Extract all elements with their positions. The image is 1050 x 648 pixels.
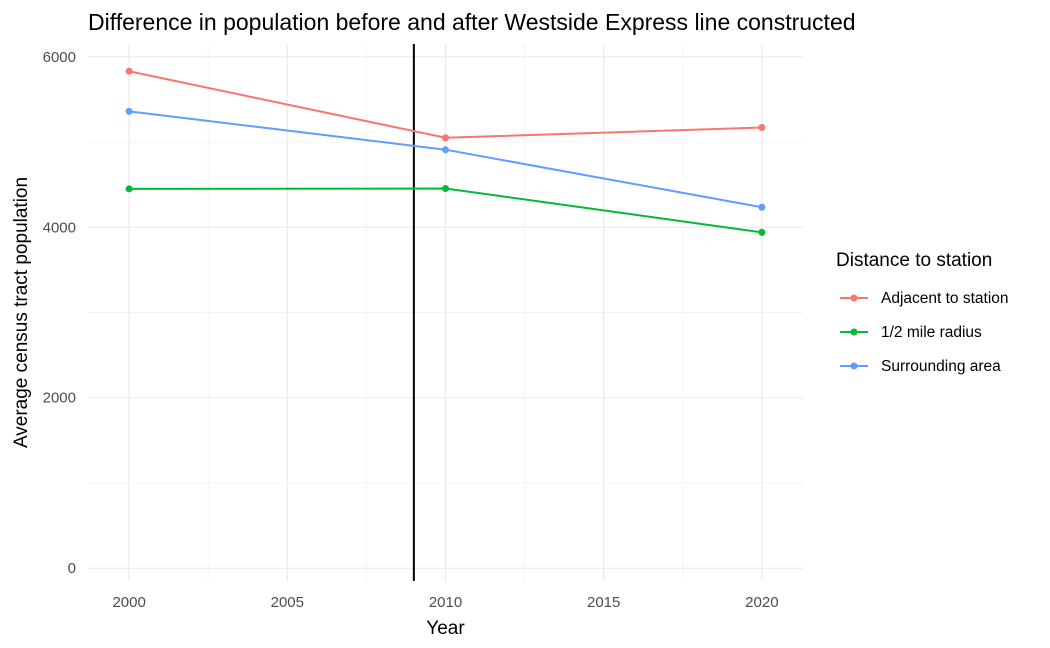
data-point bbox=[442, 146, 449, 154]
legend-key-point bbox=[850, 362, 858, 370]
y-tick-label: 0 bbox=[68, 560, 76, 577]
data-point bbox=[758, 203, 766, 211]
data-point bbox=[442, 134, 449, 142]
x-axis-title: Year bbox=[426, 618, 465, 639]
y-tick-label: 2000 bbox=[43, 390, 76, 407]
legend-key-point bbox=[850, 328, 858, 336]
x-tick-label: 2020 bbox=[745, 594, 778, 611]
data-point bbox=[758, 228, 766, 236]
series-lines bbox=[125, 67, 766, 236]
legend-title: Distance to station bbox=[836, 250, 992, 271]
data-point bbox=[125, 67, 133, 75]
tick-labels: 0 2000 4000 6000 2000 2005 2010 2015 2020 bbox=[43, 49, 779, 611]
chart-title: Difference in population before and afte… bbox=[88, 9, 856, 35]
grid bbox=[88, 44, 803, 581]
x-tick-label: 2010 bbox=[429, 594, 462, 611]
legend-label: Surrounding area bbox=[881, 358, 1001, 375]
data-point bbox=[125, 107, 133, 115]
data-point bbox=[125, 185, 133, 193]
data-point bbox=[758, 124, 766, 132]
x-tick-label: 2005 bbox=[271, 594, 304, 611]
legend-key-point bbox=[850, 294, 858, 302]
y-axis-title: Average census tract population bbox=[11, 177, 32, 448]
legend: Distance to station Adjacent to station 1… bbox=[836, 250, 1009, 375]
x-tick-label: 2015 bbox=[587, 594, 620, 611]
y-tick-label: 6000 bbox=[43, 49, 76, 66]
legend-label: Adjacent to station bbox=[881, 290, 1009, 307]
legend-label: 1/2 mile radius bbox=[881, 324, 982, 341]
y-tick-label: 4000 bbox=[43, 219, 76, 236]
x-tick-label: 2000 bbox=[112, 594, 145, 611]
data-point bbox=[442, 184, 449, 192]
